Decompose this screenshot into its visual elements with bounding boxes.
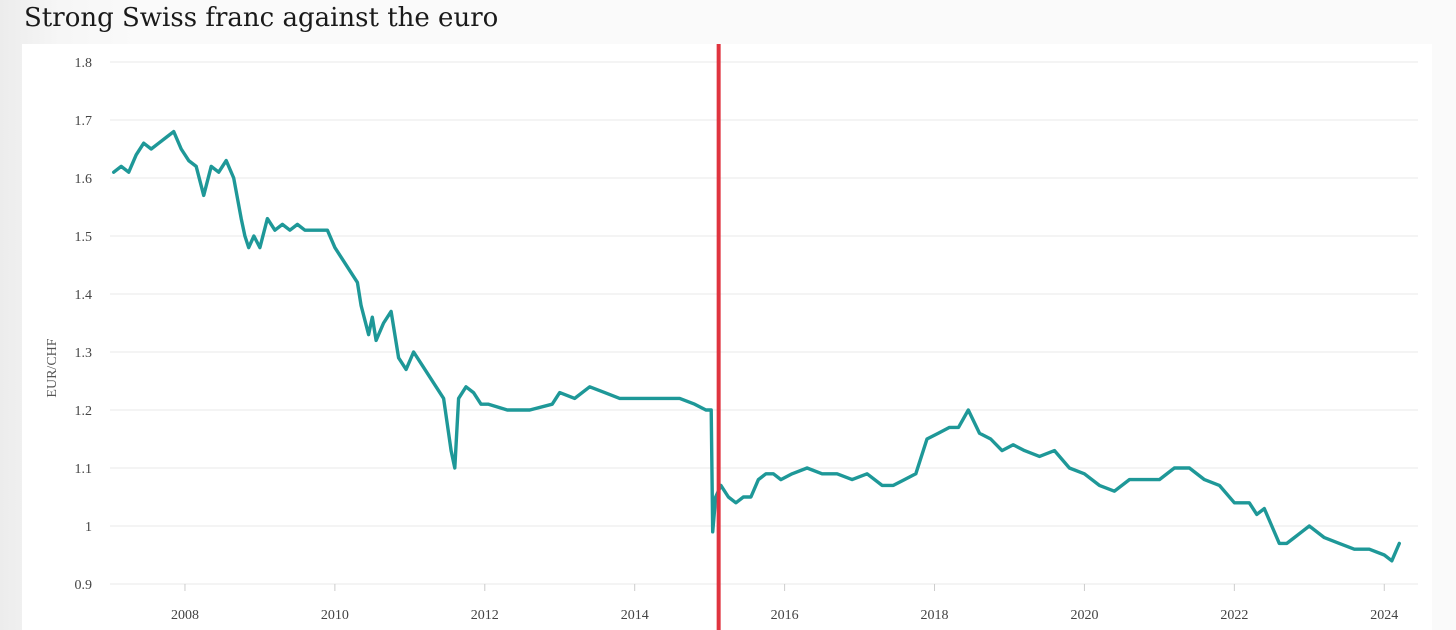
y-tick-label: 1.6 (75, 172, 93, 187)
x-tick-label: 2010 (321, 608, 349, 623)
x-tick-labels: 2008 2010 2012 2014 2016 2018 2020 2022 2024 (171, 608, 1398, 623)
y-tick-label: 1.1 (75, 462, 93, 477)
y-tick-label: 1.7 (75, 114, 93, 129)
x-tick-label: 2018 (921, 608, 949, 623)
series-line-eur-chf (111, 129, 1402, 563)
y-tick-label: 0.9 (75, 578, 93, 593)
grid-lines (110, 61, 1418, 585)
chart-svg: 0.9 1 1.1 1.2 1.3 1.4 1.5 1.6 1.7 1.8 2008 2010 201… (45, 44, 1418, 630)
x-tick-label: 2016 (771, 608, 799, 623)
chart-panel: 0.9 1 1.1 1.2 1.3 1.4 1.5 1.6 1.7 1.8 2008 2010 201… (22, 44, 1432, 630)
y-tick-label: 1 (85, 520, 92, 535)
x-tick-label: 2020 (1070, 608, 1098, 623)
x-tick-label: 2012 (471, 608, 499, 623)
y-tick-label: 1.4 (75, 288, 93, 303)
x-tick-label: 2024 (1370, 608, 1398, 623)
y-tick-label: 1.2 (75, 404, 93, 419)
x-ticks (184, 584, 1385, 591)
x-tick-label: 2022 (1220, 608, 1248, 623)
y-tick-labels: 0.9 1 1.1 1.2 1.3 1.4 1.5 1.6 1.7 1.8 (75, 56, 93, 593)
y-tick-label: 1.3 (75, 346, 93, 361)
chart-title: Strong Swiss franc against the euro (24, 3, 499, 33)
x-tick-label: 2008 (171, 608, 199, 623)
x-tick-label: 2014 (621, 608, 649, 623)
y-tick-label: 1.8 (75, 56, 93, 71)
y-tick-label: 1.5 (75, 230, 93, 245)
y-axis-title: EUR/CHF (45, 338, 60, 397)
